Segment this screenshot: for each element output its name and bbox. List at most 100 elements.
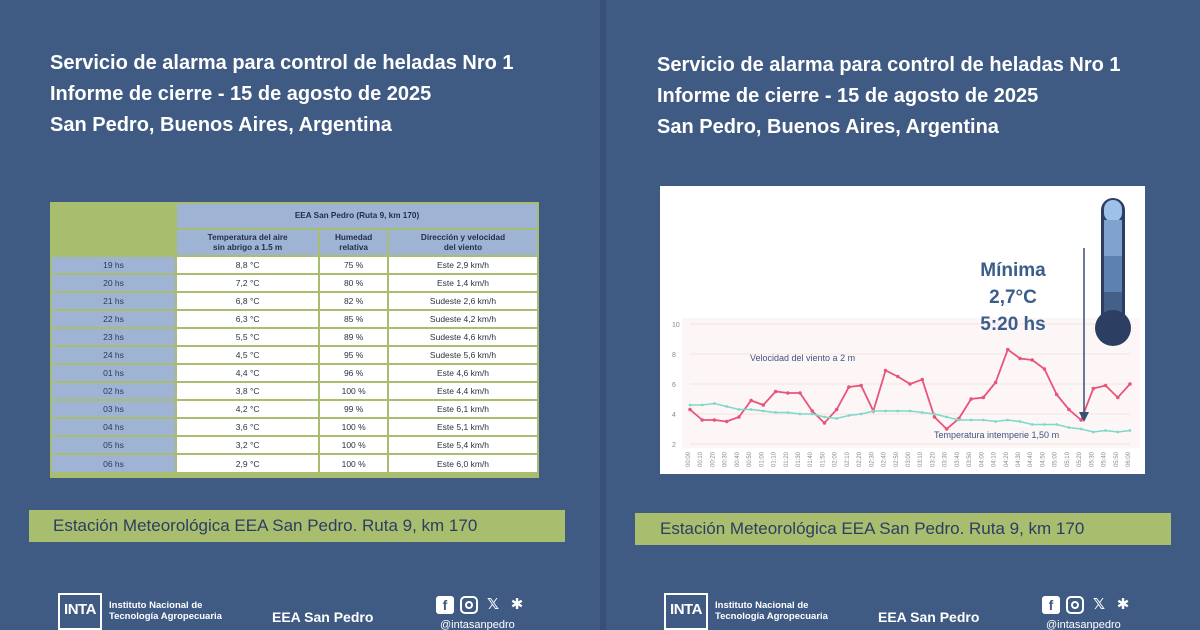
col-header-wind: Dirección y velocidad del viento bbox=[387, 228, 537, 256]
x-tick-label: 01:40 bbox=[808, 451, 814, 467]
snowflake-icon[interactable]: ✱ bbox=[1116, 596, 1130, 613]
data-point bbox=[810, 409, 815, 413]
thermometer-bulb bbox=[1095, 310, 1131, 346]
row-wind: Este 5,4 km/h bbox=[387, 435, 537, 454]
row-humidity: 96 % bbox=[318, 363, 389, 382]
x-tick-label: 05:10 bbox=[1065, 451, 1071, 467]
x-tick-label: 03:20 bbox=[930, 451, 936, 467]
title-line-2: Informe de cierre - 15 de agosto de 2025 bbox=[657, 85, 1039, 107]
social-handle[interactable]: @intasanpedro bbox=[440, 619, 515, 630]
data-point bbox=[896, 409, 900, 413]
row-wind: Sudeste 5,6 km/h bbox=[387, 345, 537, 364]
data-point bbox=[969, 397, 973, 401]
title-line-1: Servicio de alarma para control de helad… bbox=[50, 52, 514, 74]
data-point bbox=[871, 409, 875, 413]
instagram-icon[interactable]: o bbox=[1066, 596, 1084, 614]
data-point bbox=[1054, 392, 1059, 397]
data-point bbox=[969, 418, 973, 422]
x-tick-label: 04:10 bbox=[992, 451, 998, 467]
station-banner-right: Estación Meteorológica EEA San Pedro. Ru… bbox=[635, 513, 1171, 545]
data-point bbox=[944, 427, 949, 431]
row-humidity: 85 % bbox=[318, 309, 389, 328]
data-point bbox=[823, 415, 826, 419]
y-tick-label: 10 bbox=[672, 322, 680, 329]
min-annotation: 2,7°C bbox=[989, 287, 1037, 308]
x-tick-label: 01:00 bbox=[759, 451, 765, 467]
x-tick-label: 04:00 bbox=[979, 451, 985, 467]
x-icon[interactable]: 𝕏 bbox=[486, 596, 500, 613]
row-humidity: 99 % bbox=[318, 399, 389, 418]
data-point bbox=[884, 409, 887, 413]
data-point bbox=[945, 415, 949, 419]
facebook-icon[interactable]: f bbox=[436, 596, 454, 614]
row-wind: Sudeste 2,6 km/h bbox=[387, 291, 537, 310]
table-body: 19 hs 8,8 °C 75 % Este 2,9 km/h 20 hs 7,2 °C 8… bbox=[52, 255, 537, 472]
panel-divider bbox=[600, 0, 606, 630]
x-tick-label: 00:40 bbox=[735, 451, 741, 467]
table-row: 19 hs 8,8 °C 75 % Este 2,9 km/h bbox=[52, 255, 537, 274]
x-tick-label: 02:10 bbox=[845, 451, 851, 467]
data-point bbox=[737, 415, 741, 419]
table-row: 01 hs 4,4 °C 96 % Este 4,6 km/h bbox=[52, 363, 537, 382]
row-humidity: 89 % bbox=[318, 327, 389, 346]
x-tick-label: 00:00 bbox=[686, 451, 692, 467]
inta-logo: INTA bbox=[664, 593, 708, 630]
x-tick-label: 04:40 bbox=[1028, 451, 1034, 467]
social-handle[interactable]: @intasanpedro bbox=[1046, 619, 1121, 630]
x-tick-label: 02:30 bbox=[869, 451, 875, 467]
x-tick-label: 04:30 bbox=[1016, 451, 1022, 467]
x-tick-label: 03:30 bbox=[943, 451, 949, 467]
data-point bbox=[1042, 367, 1047, 371]
table-row: 24 hs 4,5 °C 95 % Sudeste 5,6 km/h bbox=[52, 345, 537, 364]
x-tick-label: 01:50 bbox=[820, 451, 826, 467]
x-tick-label: 01:30 bbox=[796, 451, 802, 467]
min-annotation: 5:20 hs bbox=[980, 314, 1045, 335]
table-corner bbox=[52, 204, 176, 256]
snowflake-icon[interactable]: ✱ bbox=[510, 596, 524, 613]
data-point bbox=[1055, 423, 1059, 426]
row-hour: 05 hs bbox=[52, 435, 176, 454]
y-tick-label: 2 bbox=[672, 442, 676, 449]
series-label-temp: Temperatura intemperie 1,50 m bbox=[934, 430, 1059, 440]
title-line-1: Servicio de alarma para control de helad… bbox=[657, 54, 1121, 76]
data-point bbox=[1030, 423, 1034, 426]
table-row: 05 hs 3,2 °C 100 % Este 5,4 km/h bbox=[52, 435, 537, 454]
x-tick-label: 00:20 bbox=[710, 451, 716, 467]
row-temp: 3,8 °C bbox=[174, 381, 320, 400]
data-point bbox=[1006, 418, 1010, 422]
data-point bbox=[798, 412, 802, 416]
data-point bbox=[1018, 420, 1022, 423]
social-icons: f o 𝕏 ✱ bbox=[436, 596, 526, 614]
x-tick-label: 05:50 bbox=[1114, 451, 1120, 467]
x-tick-label: 05:40 bbox=[1102, 451, 1108, 467]
row-wind: Este 6,1 km/h bbox=[387, 399, 537, 418]
data-point bbox=[1116, 430, 1120, 434]
left-panel: Servicio de alarma para control de helad… bbox=[29, 52, 565, 630]
x-icon[interactable]: 𝕏 bbox=[1092, 596, 1106, 613]
right-panel: Servicio de alarma para control de helad… bbox=[606, 0, 1200, 630]
data-point bbox=[1030, 358, 1035, 362]
table-row: 20 hs 7,2 °C 80 % Este 1,4 km/h bbox=[52, 273, 537, 292]
row-humidity: 80 % bbox=[318, 273, 389, 292]
inta-logo: INTA bbox=[58, 593, 102, 630]
x-tick-label: 02:20 bbox=[857, 451, 863, 467]
row-hour: 22 hs bbox=[52, 309, 176, 328]
row-hour: 19 hs bbox=[52, 255, 176, 274]
facebook-icon[interactable]: f bbox=[1042, 596, 1060, 614]
instagram-icon[interactable]: o bbox=[460, 596, 478, 614]
row-temp: 8,8 °C bbox=[174, 255, 320, 274]
line-chart: 2 4 6 8 10 00:00 00:10 00:20 00:30 00:40 00:50 01:0… bbox=[660, 186, 1145, 474]
x-tick-label: 03:00 bbox=[906, 451, 912, 467]
data-point bbox=[1043, 423, 1046, 426]
data-point bbox=[859, 412, 863, 416]
data-point bbox=[994, 420, 997, 423]
data-point bbox=[859, 383, 863, 388]
table-row: 06 hs 2,9 °C 100 % Este 6,0 km/h bbox=[52, 453, 537, 472]
row-temp: 6,8 °C bbox=[174, 291, 320, 310]
row-humidity: 100 % bbox=[318, 435, 389, 454]
data-point bbox=[883, 368, 888, 373]
x-tick-label: 03:10 bbox=[918, 451, 924, 467]
x-tick-label: 02:50 bbox=[894, 451, 900, 467]
x-tick-label: 02:00 bbox=[833, 451, 839, 467]
data-point bbox=[1115, 395, 1120, 400]
